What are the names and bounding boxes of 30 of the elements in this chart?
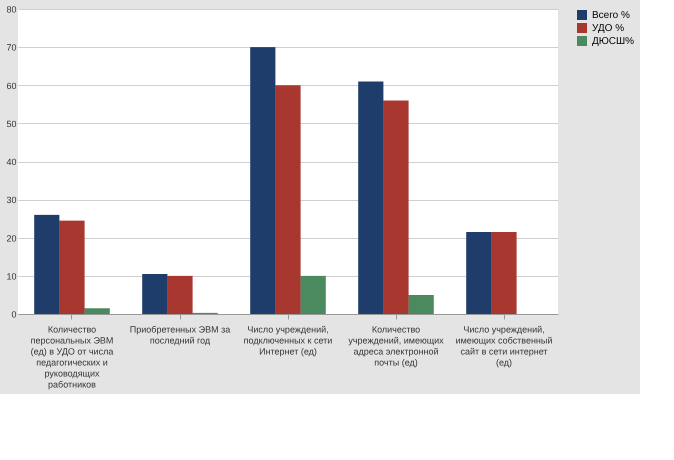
bar xyxy=(250,47,276,314)
bar xyxy=(300,276,326,314)
legend-label: УДО % xyxy=(592,23,624,34)
bar xyxy=(84,308,110,314)
x-tick-label: Число учреждений, имеющих собственный сайт в сети интернет (ед) xyxy=(456,324,552,368)
bar xyxy=(358,81,384,314)
y-tick-label: 10 xyxy=(6,271,16,282)
x-tick-label: Количество учреждений, имеющих адреса электронной почты (ед) xyxy=(348,324,444,368)
y-tick-label: 30 xyxy=(6,195,16,206)
legend-label: ДЮСШ% xyxy=(592,36,634,47)
x-tick-label: Число учреждений, подключенных к сети Интернет (ед) xyxy=(244,324,332,356)
bar xyxy=(466,232,492,314)
x-tick-label: Приобретенных ЭВМ за последний год xyxy=(130,324,230,346)
x-tick-label: Количество персональных ЭВМ (ед) в УДО от числа педагогических и руководящих работников xyxy=(30,324,114,390)
bar xyxy=(34,214,60,314)
y-tick-label: 80 xyxy=(6,4,16,14)
bar xyxy=(408,294,434,314)
bar xyxy=(275,85,301,314)
y-tick-label: 20 xyxy=(6,233,16,244)
y-tick-label: 0 xyxy=(11,310,16,320)
bar xyxy=(167,276,193,314)
y-tick-label: 40 xyxy=(6,157,16,167)
y-tick-label: 70 xyxy=(6,42,16,53)
bar xyxy=(142,274,168,314)
y-tick-label: 60 xyxy=(6,80,16,91)
bar xyxy=(383,100,409,314)
bar xyxy=(491,232,517,314)
bar xyxy=(59,220,85,314)
legend-label: Всего % xyxy=(592,10,630,21)
y-tick-label: 50 xyxy=(6,118,16,129)
